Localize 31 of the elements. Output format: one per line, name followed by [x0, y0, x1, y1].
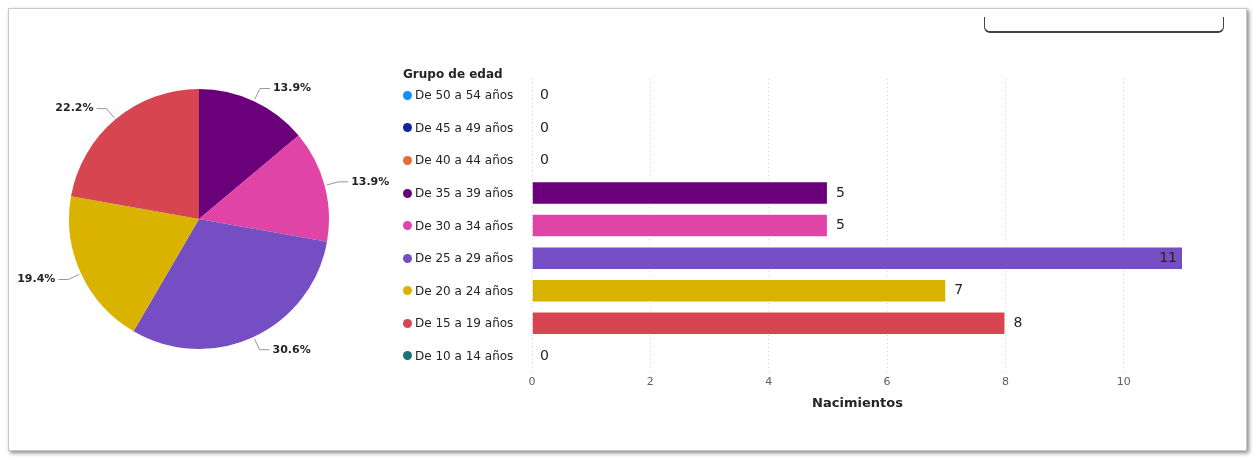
data-label: 5	[835, 183, 845, 200]
legend-title: Grupo de edad	[403, 67, 503, 81]
x-tick-label: 6	[883, 374, 891, 388]
y-tick-label: De 50 a 54 años	[415, 88, 514, 103]
x-tick-label: 0	[528, 374, 536, 388]
data-label: 30.6%	[272, 342, 311, 356]
data-label: 13.9%	[272, 81, 312, 95]
y-tick-label: De 10 a 14 años	[415, 348, 514, 363]
data-label: 0	[540, 85, 549, 102]
y-tick-label: De 25 a 29 años	[415, 251, 514, 266]
data-label: 11	[1159, 248, 1177, 265]
y-tick-label: De 15 a 19 años	[415, 316, 514, 331]
data-label: 8	[1013, 313, 1023, 330]
y-tick-label: De 20 a 24 años	[415, 283, 514, 298]
data-label: 0	[540, 346, 549, 363]
x-tick-label: 8	[1001, 374, 1009, 388]
x-axis-title: Nacimientos	[812, 394, 904, 410]
x-tick-label: 10	[1116, 374, 1131, 388]
data-label: 13.9%	[351, 174, 390, 188]
x-tick-label: 2	[646, 374, 654, 388]
x-tick-label: 4	[765, 374, 773, 388]
data-label: 19.4%	[17, 272, 56, 286]
data-label: 7	[954, 281, 964, 298]
data-label: 0	[540, 118, 549, 135]
y-tick-label: De 35 a 39 años	[415, 186, 514, 201]
y-tick-label: De 30 a 34 años	[415, 218, 514, 233]
y-tick-label: De 40 a 44 años	[415, 153, 514, 168]
data-label: 5	[835, 216, 845, 233]
data-label: 0	[540, 151, 549, 168]
data-label: 22.2%	[55, 101, 94, 115]
y-tick-label: De 45 a 49 años	[415, 120, 514, 135]
